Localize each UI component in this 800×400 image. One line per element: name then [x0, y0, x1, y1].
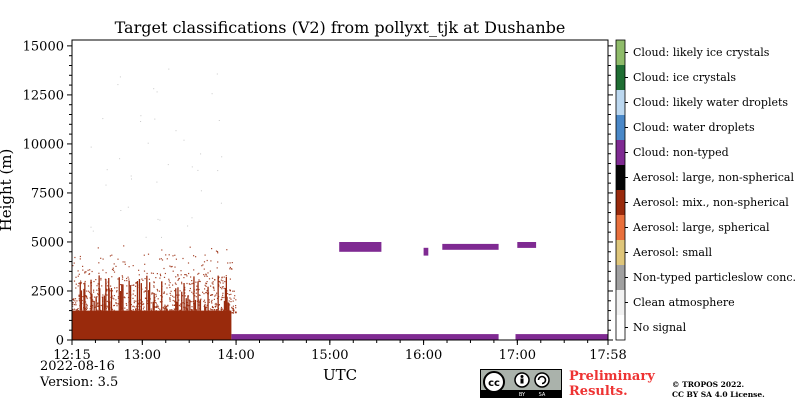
y-tick-label-4: 10000 [23, 137, 64, 152]
x-tick-label-6: 17:58 [589, 348, 626, 363]
colorbar: No signal Clean atmosphere Non-typed parti… [615, 39, 796, 341]
legend-label-2: Non-typed particleslow conc. [633, 271, 796, 284]
colorbar-swatch-6 [616, 165, 625, 190]
colorbar-swatch-7 [616, 140, 625, 165]
legend-label-11: Cloud: likely ice crystals [633, 46, 770, 59]
colorbar-swatch-2 [616, 265, 625, 290]
aerosol-speckle [72, 68, 237, 314]
aerosol-streaks [79, 275, 230, 311]
region-6 [517, 242, 537, 248]
preliminary-line-1: Preliminary [569, 369, 655, 384]
legend-label-0: No signal [633, 321, 687, 334]
colorbar-swatch-4 [616, 215, 625, 240]
preliminary-results-label: Preliminary Results. [569, 369, 655, 399]
legend-label-7: Cloud: non-typed [633, 146, 729, 159]
copyright-line-1: © TROPOS 2022. [672, 380, 745, 389]
preliminary-line-2: Results. [569, 384, 628, 399]
y-tick-label-1: 2500 [31, 284, 64, 299]
colorbar-swatch-1 [616, 290, 625, 315]
legend-label-1: Clean atmosphere [633, 296, 735, 309]
legend-label-4: Aerosol: large, spherical [632, 221, 770, 234]
y-axis-label: Height (m) [0, 149, 15, 232]
colorbar-swatch-11 [616, 40, 625, 65]
colorbar-swatch-8 [616, 115, 625, 140]
y-tick-label-0: 0 [56, 334, 64, 349]
legend-label-5: Aerosol: mix., non-spherical [632, 196, 789, 209]
y-tick-label-6: 15000 [23, 39, 64, 54]
x-tick-label-1: 13:00 [124, 348, 161, 363]
colorbar-swatch-3 [616, 240, 625, 265]
colorbar-swatch-9 [616, 90, 625, 115]
date-label: 2022-08-16 [40, 359, 115, 374]
region-4 [423, 247, 429, 256]
copyright-line-2: CC BY SA 4.0 License. [672, 390, 765, 399]
y-tick-label-2: 5000 [31, 235, 64, 250]
svg-text:BY: BY [519, 392, 526, 398]
legend-label-10: Cloud: ice crystals [633, 71, 736, 84]
colorbar-swatch-10 [616, 65, 625, 90]
colorbar-swatch-0 [616, 315, 625, 340]
region-3 [339, 242, 382, 252]
x-axis-label: UTC [323, 366, 357, 384]
x-tick-label-2: 14:00 [217, 348, 254, 363]
axes: 0 2500 5000 7500 10000 12500 15000 12:15 13:00 14… [23, 39, 627, 363]
x-tick-label-5: 17:00 [499, 348, 536, 363]
x-tick-label-3: 15:00 [311, 348, 348, 363]
x-tick-label-0: 12:15 [53, 348, 90, 363]
region-2 [515, 334, 608, 340]
cc-by-sa-badge: cc BY SA [480, 369, 562, 398]
version-label: Version: 3.5 [40, 375, 119, 390]
plot-area [72, 68, 608, 340]
x-tick-label-4: 16:00 [405, 348, 442, 363]
region-0 [72, 310, 232, 340]
legend-label-9: Cloud: likely water droplets [633, 96, 788, 109]
svg-text:SA: SA [539, 392, 546, 398]
colorbar-swatch-5 [616, 190, 625, 215]
legend-label-6: Aerosol: large, non-spherical [632, 171, 794, 184]
y-tick-label-5: 12500 [23, 88, 64, 103]
region-5 [442, 243, 499, 250]
svg-text:cc: cc [488, 378, 500, 389]
chart-title: Target classifications (V2) from pollyxt… [115, 18, 566, 37]
region-1 [231, 334, 499, 340]
legend-label-8: Cloud: water droplets [633, 121, 755, 134]
copyright-notice: © TROPOS 2022. CC BY SA 4.0 License. [672, 380, 765, 400]
y-tick-label-3: 7500 [31, 186, 64, 201]
legend-label-3: Aerosol: small [632, 246, 712, 259]
